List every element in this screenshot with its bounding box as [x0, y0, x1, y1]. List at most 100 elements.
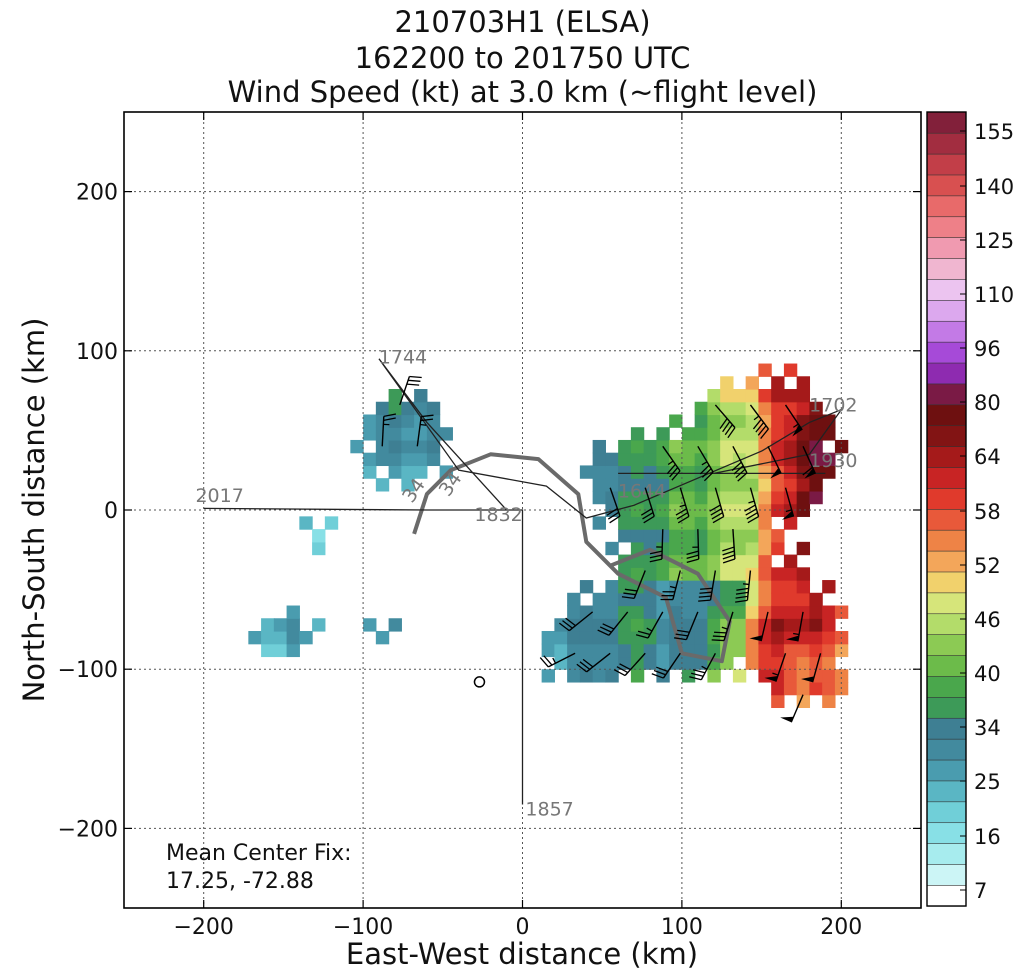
wind-field-cell: [656, 516, 670, 530]
wind-field-cell: [592, 490, 606, 505]
wind-field-cell: [834, 669, 849, 683]
chart-title-line-3: Wind Speed (kt) at 3.0 km (~flight level…: [227, 75, 818, 109]
wind-field-cell: [694, 605, 709, 619]
wind-field-cell: [375, 452, 390, 467]
wind-field-cell: [618, 643, 632, 658]
wind-field-cell: [579, 618, 594, 632]
wind-field-cell: [261, 643, 275, 658]
wind-field-cell: [694, 554, 709, 568]
wind-field-cell: [694, 490, 709, 505]
wind-field-cell: [579, 580, 594, 594]
wind-field-cell: [630, 643, 645, 658]
wind-field-cell: [822, 681, 836, 696]
wind-field-cell: [681, 452, 696, 467]
wind-field-cell: [630, 618, 645, 632]
flight-track-time-label: 1930: [809, 450, 857, 472]
wind-field-cell: [669, 490, 683, 505]
wind-field-cell: [656, 452, 670, 467]
colorbar-swatch: [926, 738, 967, 761]
wind-field-cell: [720, 580, 734, 594]
wind-field-cell: [592, 643, 606, 658]
wind-field-cell: [732, 389, 747, 403]
wind-field-layer: [248, 363, 849, 709]
wind-barb: [698, 570, 717, 602]
wind-field-cell: [414, 389, 428, 403]
wind-field-cell: [809, 643, 823, 658]
wind-field-cell: [796, 681, 811, 696]
wind-field-cell: [745, 554, 760, 568]
wind-field-cell: [822, 605, 836, 619]
wind-barb: [576, 652, 611, 673]
wind-field-cell: [261, 618, 275, 632]
wind-field-cell: [643, 452, 657, 467]
wind-barb: [764, 653, 787, 682]
wind-barb: [731, 445, 748, 482]
wind-field-cell: [643, 478, 657, 492]
wind-field-cell: [809, 478, 823, 492]
wind-barb: [780, 694, 804, 723]
wind-field-cell: [592, 452, 606, 467]
wind-field-cell: [388, 465, 402, 479]
wind-field-cell: [669, 439, 683, 454]
wind-field-cell: [809, 605, 823, 619]
wind-field-cell: [618, 630, 632, 645]
wind-field-cell: [732, 427, 747, 441]
y-tick-label: 100: [76, 340, 118, 365]
wind-field-cell: [732, 618, 747, 632]
wind-field-cell: [771, 503, 785, 517]
wind-field-cell: [414, 427, 428, 441]
wind-field-cell: [732, 401, 747, 416]
colorbar: 155 140 125 110 96 80 64 58 52 46 40 34 25 16 7: [926, 111, 1014, 907]
wind-field-cell: [363, 427, 377, 441]
wind-field-cell: [375, 414, 390, 428]
wind-field-cell: [745, 478, 760, 492]
wind-field-cell: [643, 592, 657, 607]
wind-field-cell: [783, 580, 798, 594]
wind-field-cell: [732, 478, 747, 492]
wind-field-cell: [758, 529, 772, 543]
colorbar-swatch: [926, 675, 967, 698]
wind-field-cell: [771, 452, 785, 467]
wind-field-cell: [605, 605, 619, 619]
wind-field-cell: [771, 401, 785, 416]
wind-field-cell: [669, 656, 683, 670]
wind-field-cell: [605, 580, 619, 594]
flight-track-time-label: 1832: [474, 504, 522, 526]
wind-field-cell: [554, 630, 568, 645]
wind-field-cell: [694, 503, 709, 517]
wind-field-cell: [809, 618, 823, 632]
wind-field-cell: [745, 618, 760, 632]
wind-field-cell: [822, 643, 836, 658]
wind-field-cell: [694, 643, 709, 658]
colorbar-swatch: [926, 508, 967, 531]
y-tick-label: −100: [58, 658, 118, 683]
wind-field-cell: [796, 580, 811, 594]
wind-field-cell: [822, 656, 836, 670]
colorbar-swatch: [926, 111, 967, 134]
wind-field-cell: [796, 618, 811, 632]
wind-field-cell: [414, 439, 428, 454]
wind-field-cell: [579, 630, 594, 645]
wind-field-cell: [707, 605, 721, 619]
wind-field-cell: [707, 439, 721, 454]
colorbar-swatch: [926, 592, 967, 615]
colorbar-tick-label: 34: [974, 716, 1001, 740]
wind-field-cell: [273, 618, 288, 632]
wind-field-cell: [401, 427, 415, 441]
wind-field-cell: [694, 618, 709, 632]
wind-field-cell: [771, 694, 785, 709]
colorbar-tick-label: 52: [974, 554, 1001, 578]
wind-field-cell: [707, 452, 721, 467]
wind-field-cell: [694, 478, 709, 492]
wind-field-cell: [401, 414, 415, 428]
wind-field-cell: [643, 656, 657, 670]
wind-field-cell: [656, 580, 670, 594]
wind-field-cell: [618, 465, 632, 479]
wind-field-cell: [732, 439, 747, 454]
wind-barb: [606, 487, 621, 524]
wind-field-cell: [273, 630, 288, 645]
wind-field-cell: [758, 554, 772, 568]
wind-barbs-layer: [381, 375, 822, 723]
wind-field-cell: [363, 414, 377, 428]
wind-field-cell: [414, 452, 428, 467]
